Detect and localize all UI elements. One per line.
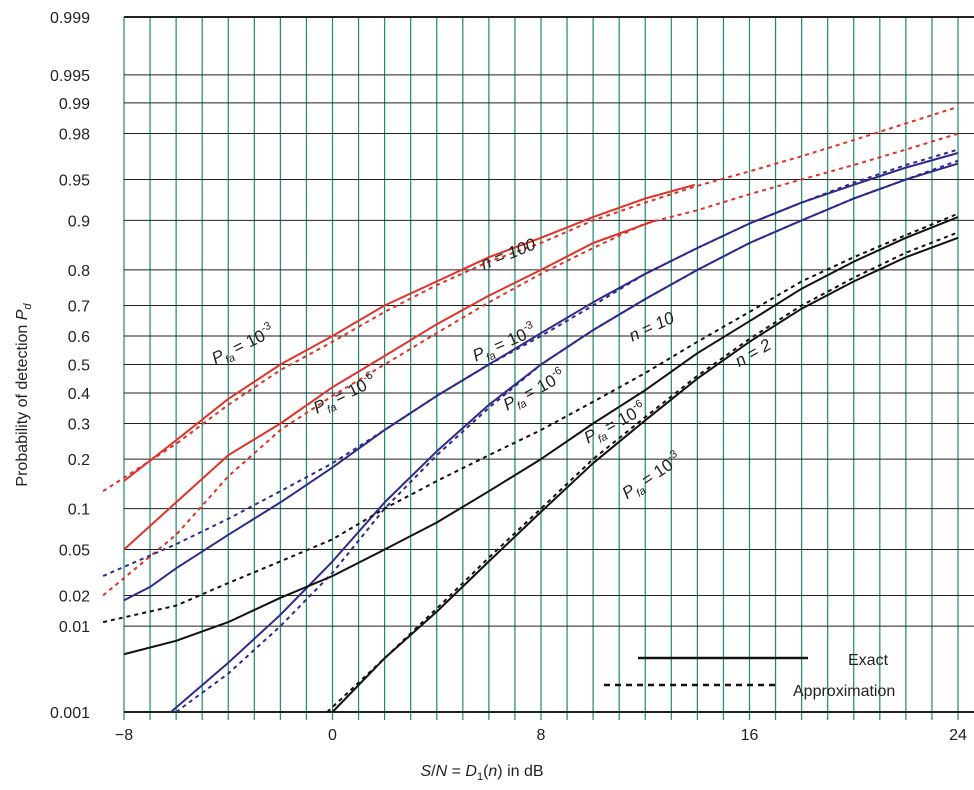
series-n100-pfa-1e-3-solid [123,183,696,482]
x-axis-label: S/N = D1(n) in dB [420,763,543,783]
x-axis-tick-labels: −8 0 8 16 24 [115,727,967,744]
curve-annotation: Pfa= 10-3 [208,320,279,372]
curve-annotation: n = 10 [626,308,678,346]
annotation-text: Pfa= 10-6 [499,364,570,417]
series-n10-pfa-1e-3-dashed [102,148,959,577]
curve-annotation: n = 100 [478,234,539,273]
y-tick-label: 0.05 [59,542,90,559]
y-tick-label: 0.98 [59,127,90,144]
y-tick-label: 0.5 [68,358,90,375]
y-tick-label: 0.6 [68,329,90,346]
series-layer [102,105,959,713]
series-n100-pfa-1e-6-solid [123,219,657,551]
y-tick-label: 0.4 [68,386,90,403]
curve-annotation: Pfa= 10-3 [617,448,686,506]
x-tick-label: −8 [115,727,133,744]
series-n10-pfa-1e-6-solid [170,162,959,713]
y-axis-label: Probability of detection Pd [14,303,34,487]
series-n2-pfa-1e-3-solid [123,216,959,656]
series-n10-pfa-1e-6-dashed [175,159,959,713]
y-tick-label: 0.7 [68,299,90,316]
series-n2-pfa-1e-3-dashed [102,212,959,624]
y-tick-label: 0.02 [59,588,90,605]
annotation-text: n = 10 [626,308,678,346]
curve-annotation: Pfa= 10-6 [309,369,380,421]
y-tick-label: 0.01 [59,619,90,636]
series-n100-pfa-1e-3-dashed [102,105,959,493]
vertical-grid [123,17,959,720]
y-tick-label: 0.999 [50,10,90,27]
x-tick-label: 16 [741,727,759,744]
legend-approximation-label: Approximation [793,683,895,700]
y-tick-label: 0.8 [68,263,90,280]
series-n100-pfa-1e-6-dashed [102,132,959,597]
horizontal-grid [124,16,974,713]
legend-exact-label: Exact [848,652,889,669]
annotation-text: Pfa= 10-3 [208,320,279,372]
legend: Exact Approximation [604,652,895,700]
y-tick-label: 0.001 [50,705,90,722]
y-tick-label: 0.995 [50,68,90,85]
y-tick-label: 0.3 [68,416,90,433]
annotation-text: Pfa= 10-6 [309,369,380,421]
y-axis-tick-labels: 0.001 0.01 0.02 0.05 0.1 0.2 0.3 0.4 0.5 0.6 0.7 0.… [50,10,90,722]
x-tick-label: 8 [537,727,546,744]
x-tick-label: 0 [328,727,337,744]
annotation-text: n = 100 [478,234,539,273]
y-tick-label: 0.1 [68,502,90,519]
y-tick-label: 0.9 [68,213,90,230]
y-tick-label: 0.95 [59,173,90,190]
annotation-text: Pfa= 10-3 [617,448,686,506]
y-tick-label: 0.99 [59,96,90,113]
curve-annotation: Pfa= 10-6 [499,364,570,417]
series-n2-pfa-1e-6-solid [331,236,959,713]
x-tick-label: 24 [949,727,967,744]
curve-annotation: Pfa= 10-3 [469,319,540,369]
annotation-text: Pfa= 10-3 [469,319,540,369]
series-n2-pfa-1e-6-dashed [326,231,959,713]
y-tick-label: 0.2 [68,452,90,469]
